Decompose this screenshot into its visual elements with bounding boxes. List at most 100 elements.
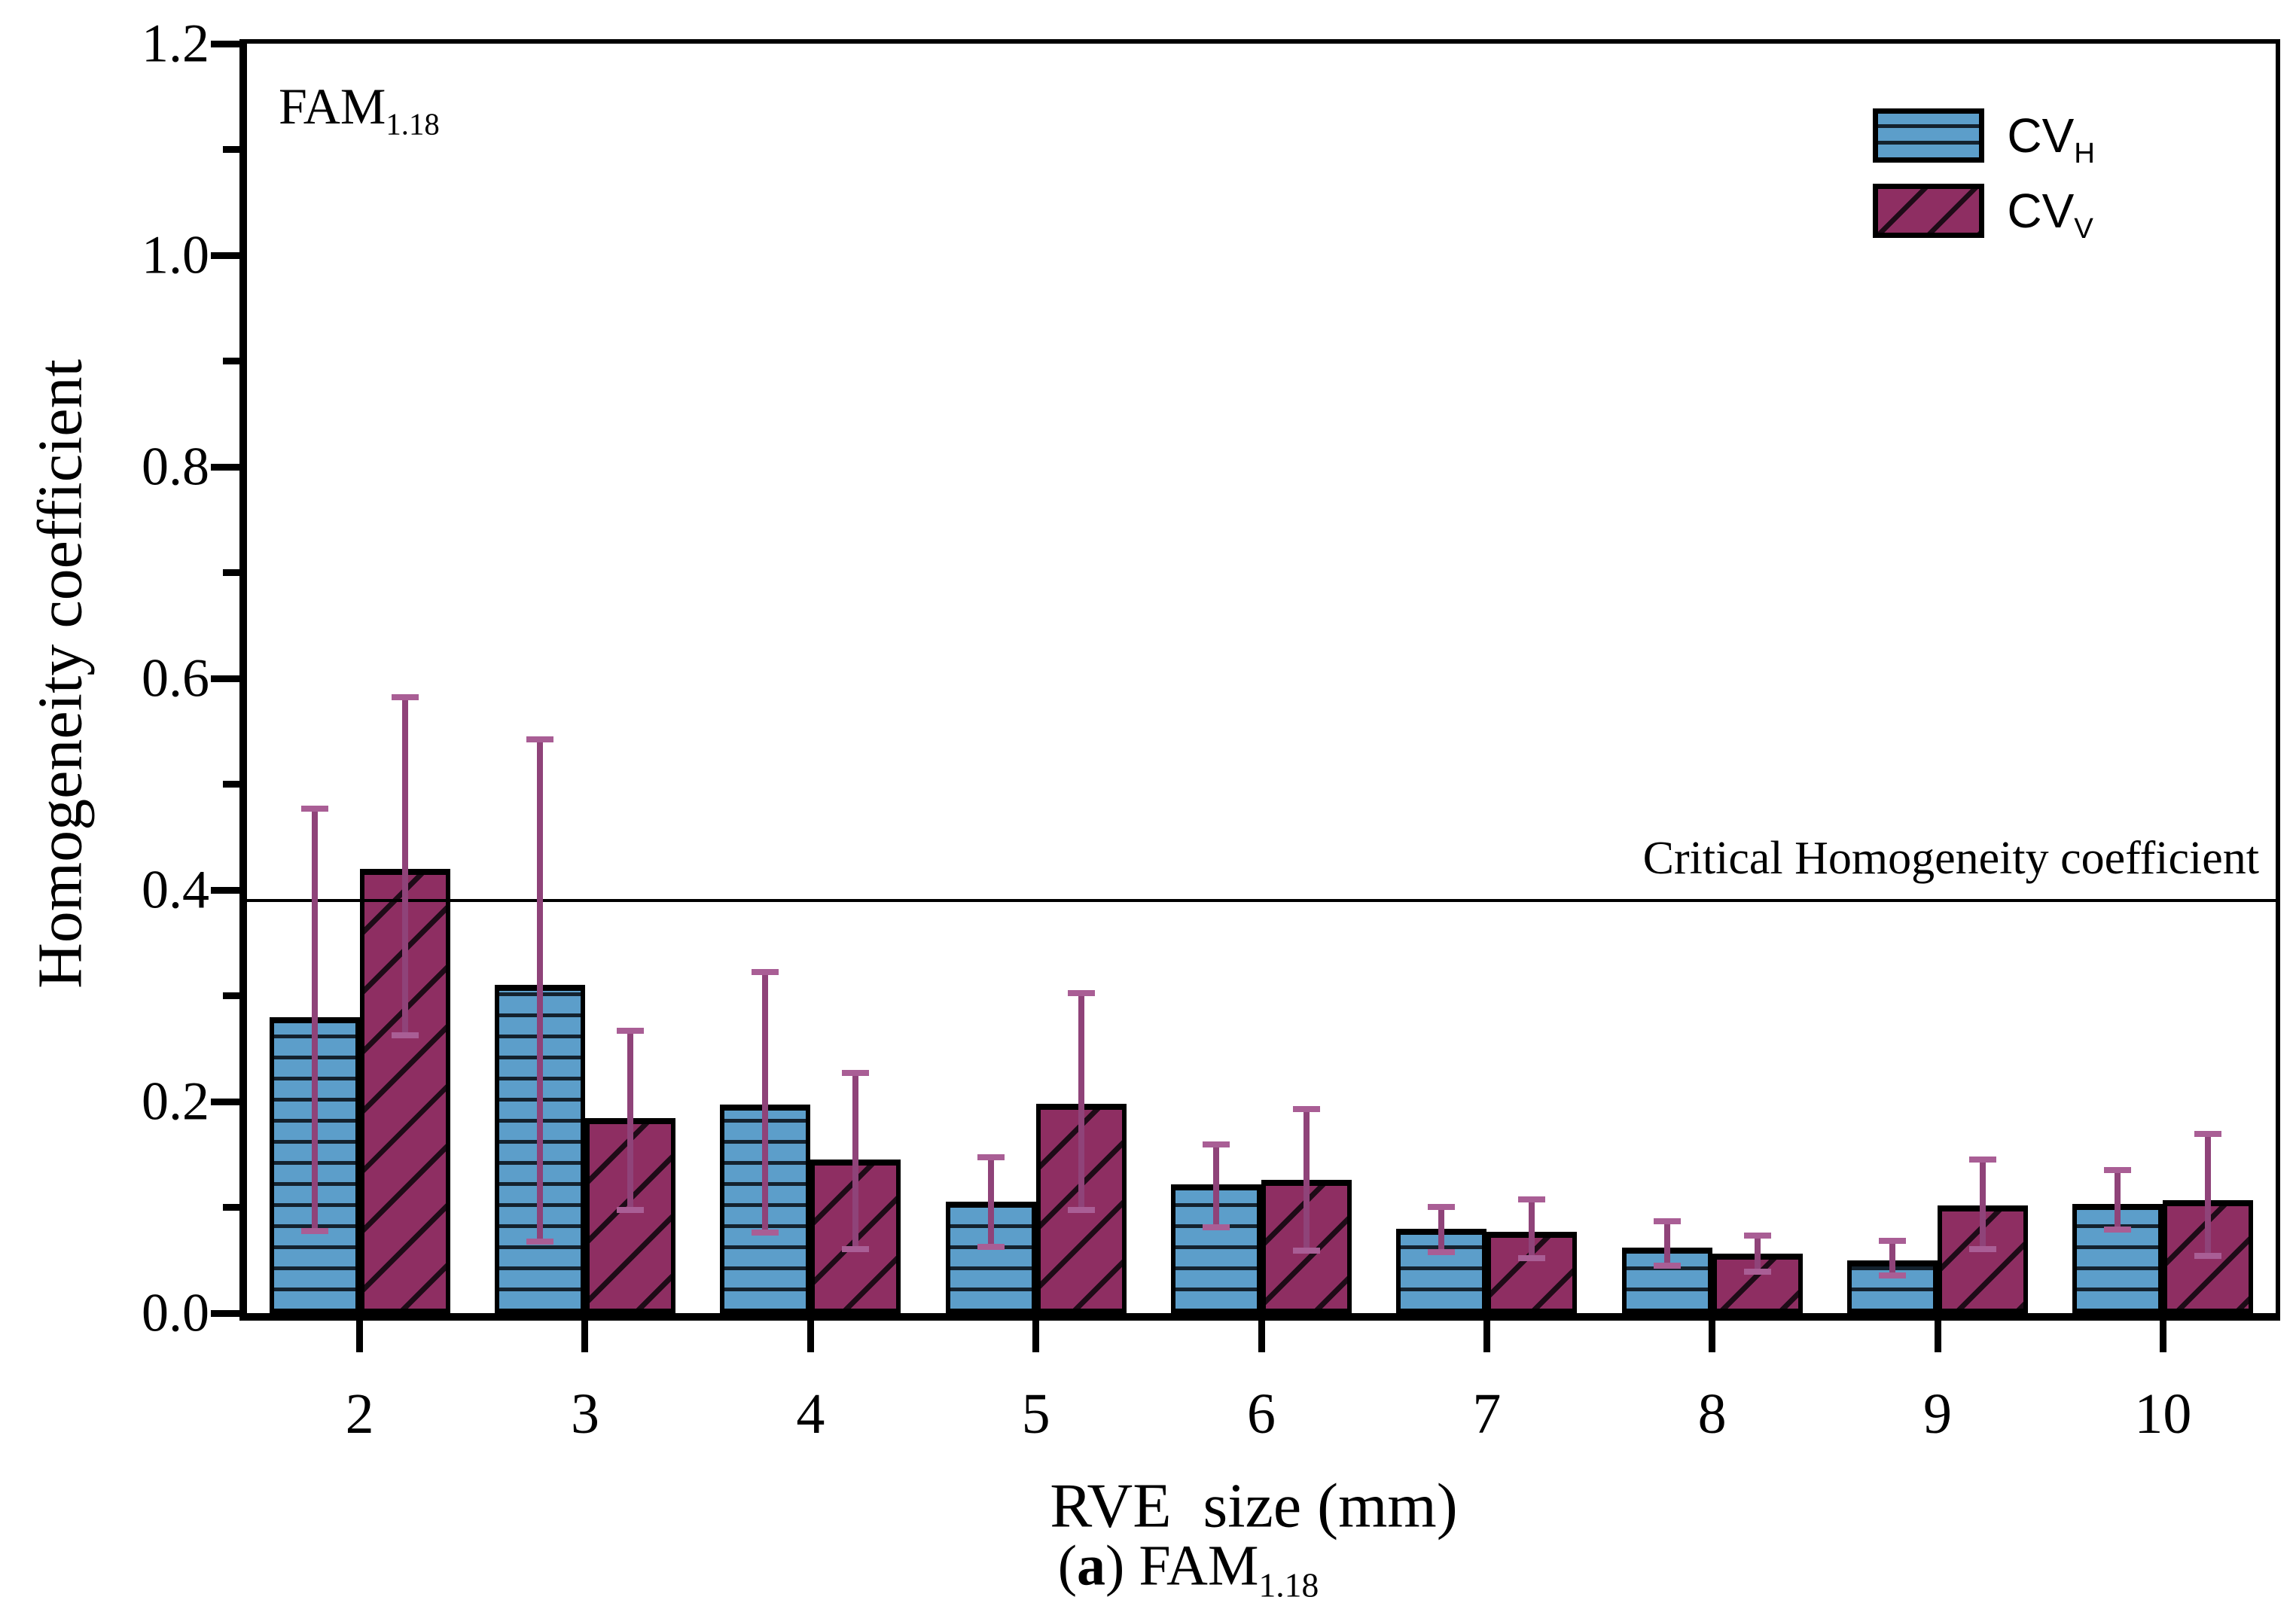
- y-axis-title: Homogeneity coefficient: [25, 359, 96, 989]
- error-stem: [2205, 1131, 2212, 1260]
- error-cap-bottom: [2194, 1253, 2222, 1260]
- legend-label-cvv-base: CV: [2007, 184, 2075, 238]
- error-stem: [1889, 1238, 1895, 1278]
- error-cap-top: [1067, 990, 1095, 997]
- error-bar-CVH-7: [1428, 1204, 1456, 1255]
- error-cap-top: [616, 1027, 644, 1034]
- error-cap-top: [2104, 1167, 2132, 1174]
- legend-swatch-cvh-icon: [1873, 108, 1985, 163]
- x-tick-label-6: 6: [1247, 1382, 1276, 1446]
- x-tick-5: [1032, 1321, 1040, 1352]
- error-bar-CVV-5: [1067, 990, 1095, 1213]
- y-minor-tick-0.7: [223, 569, 239, 577]
- error-cap-bottom: [1743, 1269, 1771, 1275]
- legend-label-cvh-base: CV: [2007, 108, 2075, 163]
- y-tick-label-1.0: 1.0: [142, 224, 209, 285]
- y-major-tick-0.8: [211, 463, 239, 471]
- x-tick-9: [1934, 1321, 1941, 1352]
- legend-label-cvv: CVV: [2007, 184, 2093, 242]
- bar-CVH-9: [1847, 1260, 1938, 1313]
- error-cap-top: [2194, 1131, 2222, 1138]
- error-stem: [1438, 1204, 1445, 1255]
- error-stem: [311, 805, 318, 1234]
- error-bar-CVH-6: [1203, 1141, 1230, 1231]
- caption-text: ) FAM: [1105, 1534, 1259, 1598]
- legend-swatch-cvv-icon: [1873, 184, 1985, 238]
- error-bar-CVV-3: [616, 1027, 644, 1213]
- error-cap-bottom: [616, 1206, 644, 1213]
- y-major-tick-0.6: [211, 675, 239, 682]
- error-cap-bottom: [300, 1227, 328, 1234]
- error-stem: [987, 1154, 994, 1250]
- error-cap-top: [1293, 1105, 1320, 1112]
- caption-subscript: 1.18: [1258, 1565, 1319, 1603]
- y-major-tick-1.2: [211, 40, 239, 47]
- error-cap-top: [1518, 1196, 1546, 1203]
- corner-label-text: FAM: [279, 78, 386, 135]
- error-cap-bottom: [1518, 1255, 1546, 1262]
- error-cap-bottom: [1653, 1263, 1681, 1269]
- y-minor-tick-0.9: [223, 358, 239, 364]
- error-bar-CVV-4: [842, 1069, 870, 1252]
- x-tick-6: [1258, 1321, 1265, 1352]
- error-cap-bottom: [391, 1032, 419, 1038]
- x-tick-label-2: 2: [345, 1382, 374, 1446]
- error-stem: [1213, 1141, 1219, 1231]
- y-minor-tick-1.1: [223, 146, 239, 154]
- bar-CVH-5: [945, 1202, 1036, 1313]
- error-cap-bottom: [977, 1243, 1005, 1250]
- error-bar-CVH-8: [1653, 1217, 1681, 1269]
- critical-line: [247, 899, 2276, 903]
- error-cap-bottom: [1428, 1248, 1456, 1255]
- y-major-tick-0.0: [211, 1309, 239, 1317]
- error-cap-bottom: [1067, 1206, 1095, 1213]
- error-bar-CVH-4: [752, 969, 779, 1236]
- error-stem: [627, 1027, 633, 1213]
- legend: CVH CVV: [1873, 108, 2095, 242]
- error-bar-CVH-10: [2104, 1167, 2132, 1233]
- error-cap-top: [1969, 1157, 1996, 1163]
- legend-label-cvh: CVH: [2007, 108, 2095, 167]
- x-tick-2: [356, 1321, 364, 1352]
- x-tick-4: [806, 1321, 814, 1352]
- error-bar-CVV-2: [391, 694, 419, 1038]
- error-cap-top: [1203, 1141, 1230, 1148]
- x-tick-label-10: 10: [2134, 1382, 2192, 1446]
- error-stem: [762, 969, 769, 1236]
- bar-CVV-4: [810, 1160, 901, 1313]
- error-stem: [2115, 1167, 2121, 1233]
- plot-corner-label: FAM1.18: [279, 77, 440, 139]
- y-tick-label-0.0: 0.0: [142, 1282, 209, 1343]
- error-cap-top: [391, 694, 419, 701]
- error-cap-bottom: [1969, 1245, 1996, 1252]
- x-tick-label-4: 4: [796, 1382, 825, 1446]
- plot-area: FAM1.18 Critical Homogeneity coefficient…: [142, 14, 2280, 1446]
- error-bar-CVV-9: [1969, 1157, 1996, 1252]
- error-bar-CVV-7: [1518, 1196, 1546, 1262]
- error-bar-CVH-3: [526, 736, 553, 1245]
- error-cap-bottom: [1203, 1224, 1230, 1231]
- error-cap-top: [1879, 1238, 1906, 1245]
- error-cap-top: [1428, 1204, 1456, 1211]
- error-bar-CVV-6: [1293, 1105, 1320, 1254]
- critical-line-label: Critical Homogeneity coefficient: [1642, 833, 2259, 885]
- x-tick-label-3: 3: [570, 1382, 599, 1446]
- error-bar-CVH-9: [1879, 1238, 1906, 1278]
- x-tick-label-8: 8: [1697, 1382, 1727, 1446]
- error-bar-CVH-5: [977, 1154, 1005, 1250]
- error-cap-top: [752, 969, 779, 976]
- y-minor-tick-0.1: [223, 1204, 239, 1211]
- error-stem: [536, 736, 543, 1245]
- error-stem: [852, 1069, 859, 1252]
- error-cap-bottom: [842, 1245, 870, 1252]
- corner-label-subscript: 1.18: [386, 107, 440, 142]
- error-cap-bottom: [2104, 1227, 2132, 1233]
- error-cap-bottom: [1879, 1272, 1906, 1278]
- error-bar-CVH-2: [300, 805, 328, 1234]
- error-cap-top: [300, 805, 328, 812]
- x-tick-7: [1483, 1321, 1490, 1352]
- error-stem: [1980, 1157, 1986, 1252]
- error-stem: [401, 694, 408, 1038]
- error-cap-bottom: [1293, 1248, 1320, 1254]
